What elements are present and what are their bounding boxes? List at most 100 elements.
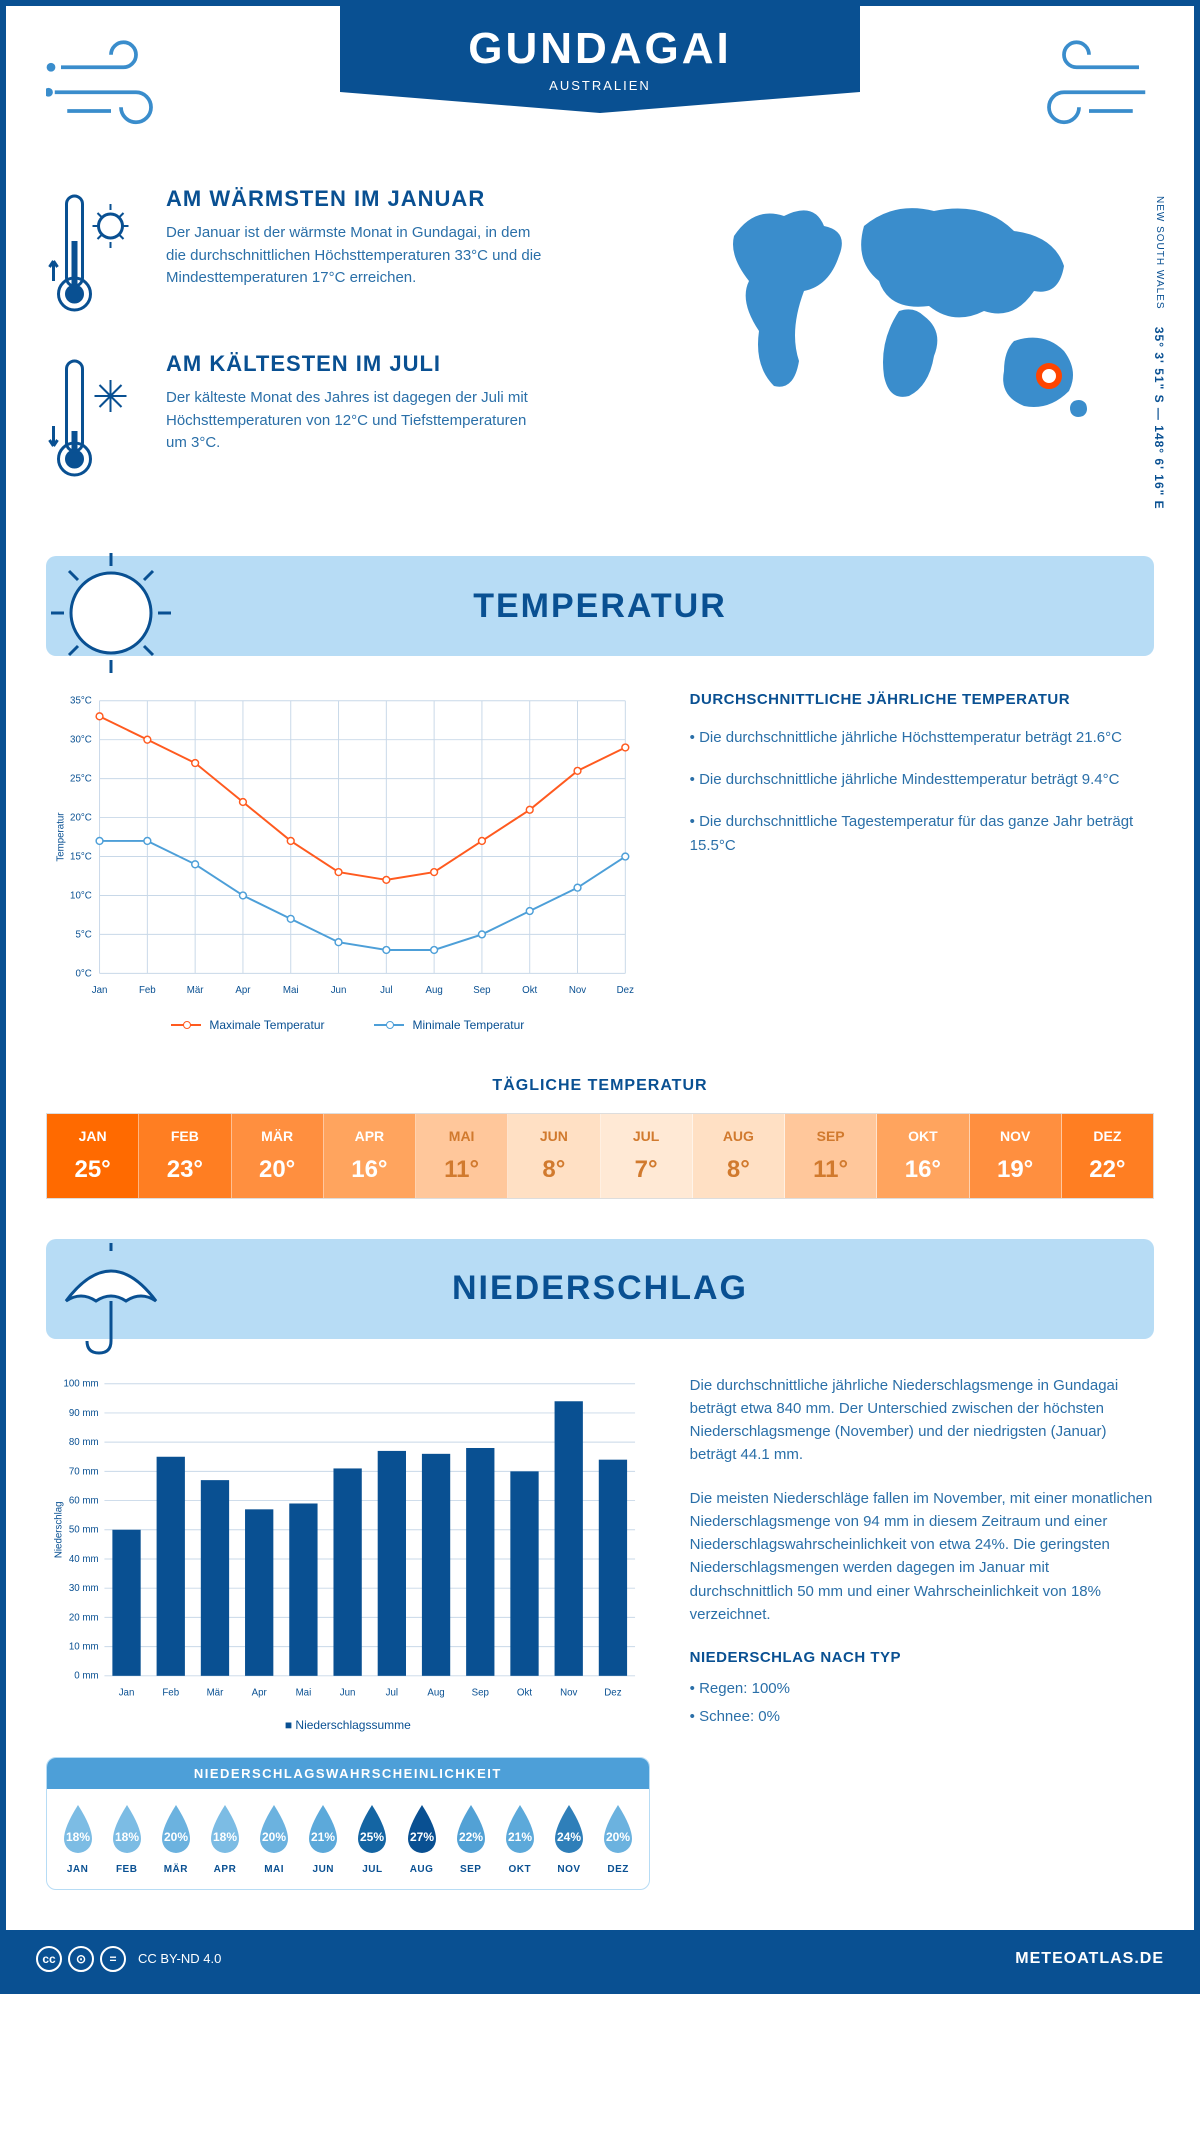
country-name: AUSTRALIEN (370, 78, 830, 93)
temperature-chart: 0°C5°C10°C15°C20°C25°C30°C35°CJanFebMärA… (46, 691, 650, 1032)
temp-cell: MÄR20° (232, 1114, 324, 1198)
svg-text:Temperatur: Temperatur (56, 812, 67, 862)
svg-text:40 mm: 40 mm (69, 1553, 99, 1564)
prob-drop: 25%JUL (350, 1801, 395, 1875)
prob-drop: 18%APR (202, 1801, 247, 1875)
temp-info-p1: • Die durchschnittliche jährliche Höchst… (690, 726, 1154, 750)
precip-p1: Die durchschnittliche jährliche Niedersc… (690, 1374, 1154, 1467)
legend-max: Maximale Temperatur (209, 1018, 324, 1032)
svg-text:Feb: Feb (162, 1687, 179, 1698)
svg-text:Feb: Feb (139, 985, 156, 996)
svg-text:0 mm: 0 mm (74, 1670, 98, 1681)
svg-text:18%: 18% (66, 1830, 90, 1844)
temp-cell: JAN25° (47, 1114, 139, 1198)
legend-min: Minimale Temperatur (412, 1018, 524, 1032)
world-map-icon (684, 186, 1124, 436)
svg-text:Mär: Mär (207, 1687, 225, 1698)
fact-cold-text: Der kälteste Monat des Jahres ist dagege… (166, 387, 546, 455)
overview: AM WÄRMSTEN IM JANUAR Der Januar ist der… (46, 186, 1154, 516)
svg-text:Jan: Jan (92, 985, 108, 996)
thermometer-sun-icon (46, 186, 141, 316)
coords-lon: 148° 6' 16" E (1152, 425, 1166, 509)
footer-license: cc ⊙ = CC BY-ND 4.0 (36, 1946, 221, 1972)
footer-site: METEOATLAS.DE (1015, 1950, 1164, 1968)
prob-row: 18%JAN18%FEB20%MÄR18%APR20%MAI21%JUN25%J… (47, 1789, 649, 1889)
daily-temp-strip: JAN25°FEB23°MÄR20°APR16°MAI11°JUN8°JUL7°… (46, 1113, 1154, 1199)
license-text: CC BY-ND 4.0 (138, 1951, 221, 1966)
temp-cell: MAI11° (416, 1114, 508, 1198)
svg-text:27%: 27% (410, 1830, 434, 1844)
wind-icon-right (1024, 36, 1154, 136)
prob-drop: 18%FEB (104, 1801, 149, 1875)
section-title-precip: NIEDERSCHLAG (46, 1269, 1154, 1308)
svg-text:Jul: Jul (386, 1687, 398, 1698)
precip-info: Die durchschnittliche jährliche Niedersc… (690, 1374, 1154, 1890)
svg-text:Jul: Jul (380, 985, 392, 996)
city-name: GUNDAGAI (370, 24, 830, 74)
fact-warm-title: AM WÄRMSTEN IM JANUAR (166, 186, 546, 212)
thermometer-snow-icon (46, 351, 141, 481)
prob-drop: 21%JUN (301, 1801, 346, 1875)
svg-text:Jun: Jun (331, 985, 347, 996)
temp-cell: NOV19° (970, 1114, 1062, 1198)
svg-text:Apr: Apr (252, 1687, 268, 1698)
prob-drop: 22%SEP (448, 1801, 493, 1875)
temp-info-p2: • Die durchschnittliche jährliche Mindes… (690, 768, 1154, 792)
fact-warmest: AM WÄRMSTEN IM JANUAR Der Januar ist der… (46, 186, 644, 316)
svg-text:25%: 25% (360, 1830, 384, 1844)
svg-text:60 mm: 60 mm (69, 1495, 99, 1506)
location-marker-icon (1036, 363, 1062, 389)
nd-icon: = (100, 1946, 126, 1972)
svg-text:70 mm: 70 mm (69, 1466, 99, 1477)
svg-text:Sep: Sep (472, 1687, 489, 1698)
cc-icons: cc ⊙ = (36, 1946, 126, 1972)
svg-text:80 mm: 80 mm (69, 1437, 99, 1448)
svg-text:10°C: 10°C (70, 890, 92, 901)
svg-text:Nov: Nov (560, 1687, 577, 1698)
fact-coldest: AM KÄLTESTEN IM JULI Der kälteste Monat … (46, 351, 644, 481)
svg-text:Okt: Okt (522, 985, 537, 996)
svg-text:Aug: Aug (427, 1687, 444, 1698)
svg-text:18%: 18% (115, 1830, 139, 1844)
facts-column: AM WÄRMSTEN IM JANUAR Der Januar ist der… (46, 186, 644, 516)
svg-text:Dez: Dez (604, 1687, 621, 1698)
section-header-precip: NIEDERSCHLAG (46, 1239, 1154, 1339)
svg-text:21%: 21% (508, 1830, 532, 1844)
header-row: GUNDAGAI AUSTRALIEN (46, 36, 1154, 136)
svg-text:100 mm: 100 mm (63, 1378, 98, 1389)
precip-snow: • Schnee: 0% (690, 1705, 1154, 1728)
map-column: NEW SOUTH WALES 35° 3' 51" S — 148° 6' 1… (684, 186, 1154, 516)
svg-text:Mai: Mai (296, 1687, 312, 1698)
temp-info-title: DURCHSCHNITTLICHE JÄHRLICHE TEMPERATUR (690, 691, 1154, 708)
svg-text:0°C: 0°C (75, 968, 91, 979)
footer: cc ⊙ = CC BY-ND 4.0 METEOATLAS.DE (6, 1930, 1194, 1988)
svg-text:18%: 18% (213, 1830, 237, 1844)
temp-cell: FEB23° (139, 1114, 231, 1198)
precip-row: 0 mm10 mm20 mm30 mm40 mm50 mm60 mm70 mm8… (46, 1374, 1154, 1890)
svg-text:15°C: 15°C (70, 851, 92, 862)
temp-legend: Maximale Temperatur Minimale Temperatur (46, 1018, 650, 1032)
svg-text:Apr: Apr (235, 985, 251, 996)
svg-text:Okt: Okt (517, 1687, 532, 1698)
svg-text:24%: 24% (557, 1830, 581, 1844)
wind-icon-left (46, 36, 176, 136)
precip-type-title: NIEDERSCHLAG NACH TYP (690, 1646, 1154, 1669)
prob-drop: 21%OKT (497, 1801, 542, 1875)
temp-line-chart: 0°C5°C10°C15°C20°C25°C30°C35°CJanFebMärA… (46, 691, 650, 1003)
svg-text:30 mm: 30 mm (69, 1583, 99, 1594)
svg-text:Nov: Nov (569, 985, 586, 996)
umbrella-icon (36, 1221, 186, 1371)
temp-cell: DEZ22° (1062, 1114, 1153, 1198)
prob-drop: 20%DEZ (596, 1801, 641, 1875)
temp-cell: JUN8° (508, 1114, 600, 1198)
coordinates: NEW SOUTH WALES 35° 3' 51" S — 148° 6' 1… (1152, 196, 1166, 510)
svg-text:35°C: 35°C (70, 696, 92, 707)
svg-text:20%: 20% (164, 1830, 188, 1844)
temperature-info: DURCHSCHNITTLICHE JÄHRLICHE TEMPERATUR •… (690, 691, 1154, 1032)
coords-lat: 35° 3' 51" S (1152, 327, 1166, 404)
svg-text:5°C: 5°C (75, 929, 91, 940)
precip-bar-chart: 0 mm10 mm20 mm30 mm40 mm50 mm60 mm70 mm8… (46, 1374, 650, 1705)
temp-cell: SEP11° (785, 1114, 877, 1198)
precip-left: 0 mm10 mm20 mm30 mm40 mm50 mm60 mm70 mm8… (46, 1374, 650, 1890)
svg-text:Niederschlag: Niederschlag (54, 1501, 65, 1558)
